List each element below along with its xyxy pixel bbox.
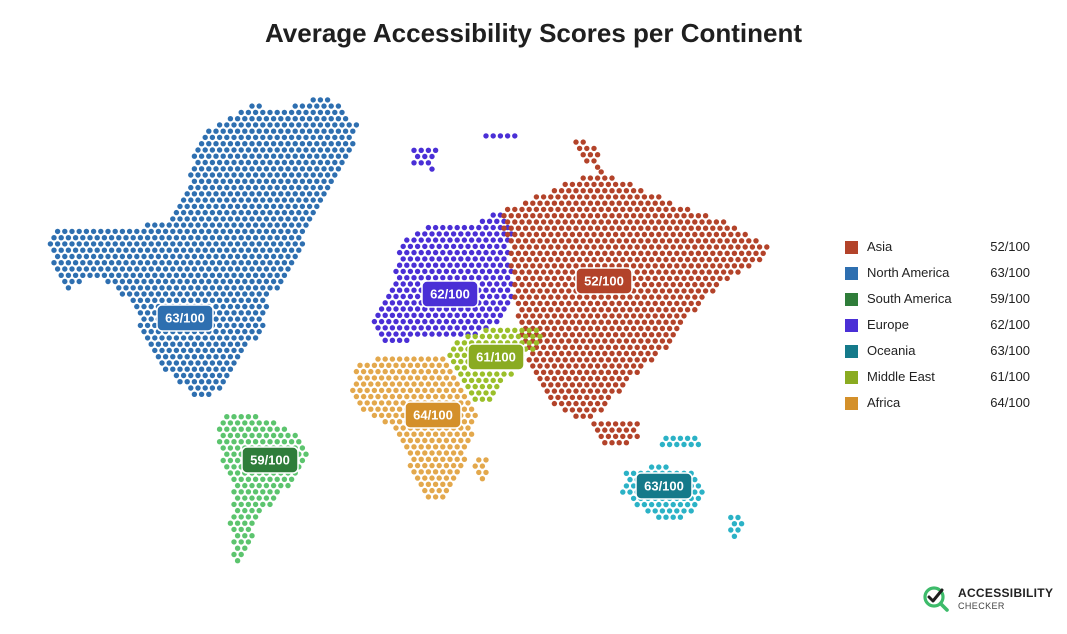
legend-score-europe: 62/100 bbox=[990, 317, 1030, 332]
magnifier-check-icon bbox=[923, 586, 949, 612]
score-badge-asia: 52/100 bbox=[575, 267, 633, 295]
score-badge-oceania: 63/100 bbox=[635, 472, 693, 500]
region-dots-europe bbox=[371, 133, 518, 343]
legend-score-africa: 64/100 bbox=[990, 395, 1030, 410]
legend-item-south-america: South America 59/100 bbox=[845, 290, 1030, 316]
legend-name-oceania: Oceania bbox=[867, 343, 916, 358]
score-badge-africa: 64/100 bbox=[404, 401, 462, 429]
legend-score-south-america: 59/100 bbox=[990, 291, 1030, 306]
legend-item-oceania: Oceania 63/100 bbox=[845, 342, 1030, 368]
legend-swatch-oceania bbox=[845, 345, 858, 358]
score-badge-north-america: 63/100 bbox=[156, 304, 214, 332]
legend-name-asia: Asia bbox=[867, 239, 893, 254]
legend-name-south-america: South America bbox=[867, 291, 952, 306]
legend-name-north-america: North America bbox=[867, 265, 950, 280]
map-title: Average Accessibility Scores per Contine… bbox=[264, 18, 803, 48]
logo-subtitle: CHECKER bbox=[958, 601, 1005, 611]
legend-name-europe: Europe bbox=[867, 317, 909, 332]
legend-score-middle-east: 61/100 bbox=[990, 369, 1030, 384]
legend: Asia 52/100 North America 63/100 South A… bbox=[845, 238, 1030, 420]
legend-name-africa: Africa bbox=[867, 395, 901, 410]
legend-item-north-america: North America 63/100 bbox=[845, 264, 1030, 290]
legend-swatch-europe bbox=[845, 319, 858, 332]
score-badge-middle-east: 61/100 bbox=[467, 343, 525, 371]
score-badge-label-middle-east: 61/100 bbox=[476, 350, 516, 365]
region-dots-north-america bbox=[47, 97, 360, 397]
brand-logo: ACCESSIBILITY CHECKER bbox=[922, 584, 1054, 614]
legend-swatch-africa bbox=[845, 397, 858, 410]
legend-score-asia: 52/100 bbox=[990, 239, 1030, 254]
legend-name-middle-east: Middle East bbox=[867, 369, 935, 384]
score-badge-label-europe: 62/100 bbox=[430, 287, 470, 302]
score-badge-label-oceania: 63/100 bbox=[644, 479, 684, 494]
score-badge-europe: 62/100 bbox=[421, 280, 479, 308]
logo-wordmark: ACCESSIBILITY bbox=[958, 586, 1054, 600]
score-badge-south-america: 59/100 bbox=[241, 446, 299, 474]
region-dots-south-america bbox=[216, 414, 309, 564]
score-badge-label-africa: 64/100 bbox=[413, 408, 453, 423]
legend-swatch-north-america bbox=[845, 267, 858, 280]
legend-score-north-america: 63/100 bbox=[990, 265, 1030, 280]
legend-swatch-south-america bbox=[845, 293, 858, 306]
legend-item-middle-east: Middle East 61/100 bbox=[845, 368, 1030, 394]
score-badge-label-asia: 52/100 bbox=[584, 274, 624, 289]
legend-swatch-middle-east bbox=[845, 371, 858, 384]
score-badge-label-north-america: 63/100 bbox=[165, 311, 205, 326]
legend-swatch-asia bbox=[845, 241, 858, 254]
region-dots-asia bbox=[501, 139, 770, 446]
legend-score-oceania: 63/100 bbox=[990, 343, 1030, 358]
score-badge-label-south-america: 59/100 bbox=[250, 453, 290, 468]
legend-item-asia: Asia 52/100 bbox=[845, 238, 1030, 264]
legend-item-africa: Africa 64/100 bbox=[845, 394, 1030, 420]
legend-item-europe: Europe 62/100 bbox=[845, 316, 1030, 342]
